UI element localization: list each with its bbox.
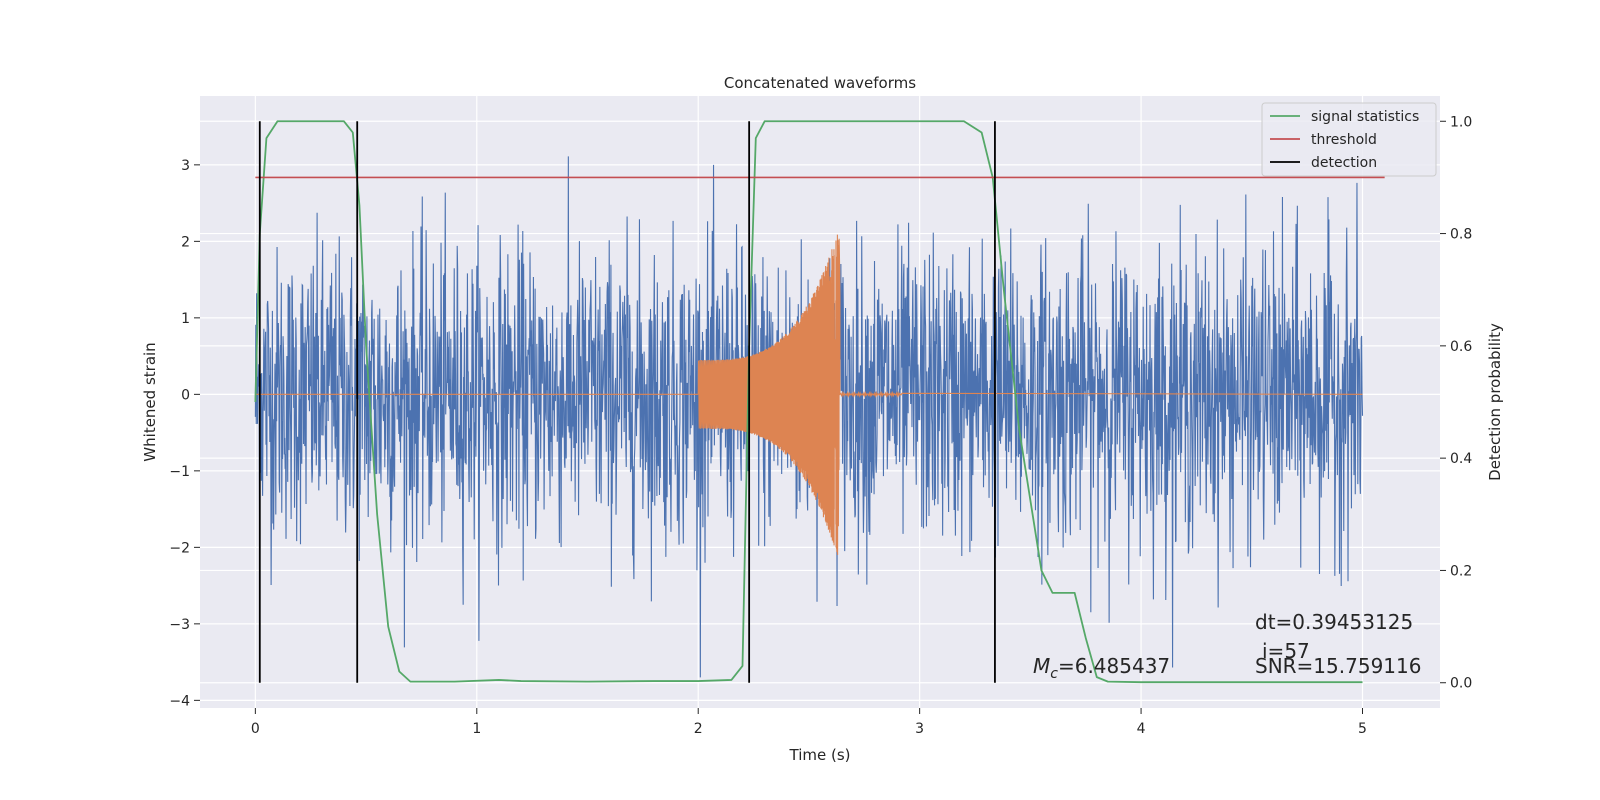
- x-tick-label-3: 3: [915, 721, 924, 737]
- chirp-waveform-line: [255, 234, 1363, 555]
- signal-statistics-line: [254, 120, 1363, 684]
- y-right-tick-label-4: 0.2: [1450, 563, 1472, 579]
- dt-annotation: dt=0.39453125: [1255, 610, 1413, 634]
- y-tick-label-0: 3: [181, 158, 190, 174]
- snr-annotation: SNR=15.759116: [1255, 654, 1421, 678]
- x-tick-label-1: 1: [472, 721, 481, 737]
- x-axis-label: Time (s): [789, 746, 851, 764]
- y-tick-label-5: −2: [169, 540, 190, 556]
- legend-box: [1261, 102, 1437, 177]
- y-right-tick-label-0: 1.0: [1450, 114, 1472, 130]
- x-tick-label-2: 2: [694, 721, 703, 737]
- i-annotation: i=57: [1262, 639, 1310, 663]
- legend-label-threshold: threshold: [1311, 132, 1377, 148]
- legend-label-signal: signal statistics: [1311, 109, 1419, 125]
- x-axis-ticks: 0 1 2 3 4 5: [251, 708, 1367, 737]
- y-tick-label-3: 0: [181, 387, 190, 403]
- grid: [200, 96, 1440, 708]
- y-right-tick-label-1: 0.8: [1450, 227, 1472, 243]
- y-axis-right-label: Detection probability: [1486, 323, 1504, 481]
- annotations: Mc=6.485437 dt=0.39453125 i=57 SNR=15.75…: [1033, 610, 1421, 682]
- x-tick-label-4: 4: [1137, 721, 1146, 737]
- y-tick-label-1: 2: [181, 234, 190, 250]
- x-tick-label-5: 5: [1358, 721, 1367, 737]
- y-tick-label-4: −1: [169, 464, 190, 480]
- y-tick-label-7: −4: [169, 693, 190, 709]
- y-tick-label-6: −3: [169, 617, 190, 633]
- legend-label-detection: detection: [1311, 155, 1377, 171]
- y-axis-left-ticks: 3 2 1 0 −1 −2 −3 −4: [169, 158, 200, 709]
- y-tick-label-2: 1: [181, 311, 190, 327]
- series-layer: [254, 120, 1385, 684]
- y-right-tick-label-3: 0.4: [1450, 451, 1472, 467]
- y-right-tick-label-2: 0.6: [1450, 339, 1472, 355]
- mc-value: =6.485437: [1058, 654, 1170, 678]
- mc-annotation: Mc=6.485437: [1033, 654, 1170, 682]
- chart-title: Concatenated waveforms: [724, 74, 916, 92]
- y-axis-right-ticks: 1.0 0.8 0.6 0.4 0.2 0.0: [1440, 114, 1472, 692]
- legend: signal statistics threshold detection: [1261, 102, 1437, 177]
- y-right-tick-label-5: 0.0: [1450, 676, 1472, 692]
- y-axis-label: Whitened strain: [141, 342, 159, 461]
- x-tick-label-0: 0: [251, 721, 260, 737]
